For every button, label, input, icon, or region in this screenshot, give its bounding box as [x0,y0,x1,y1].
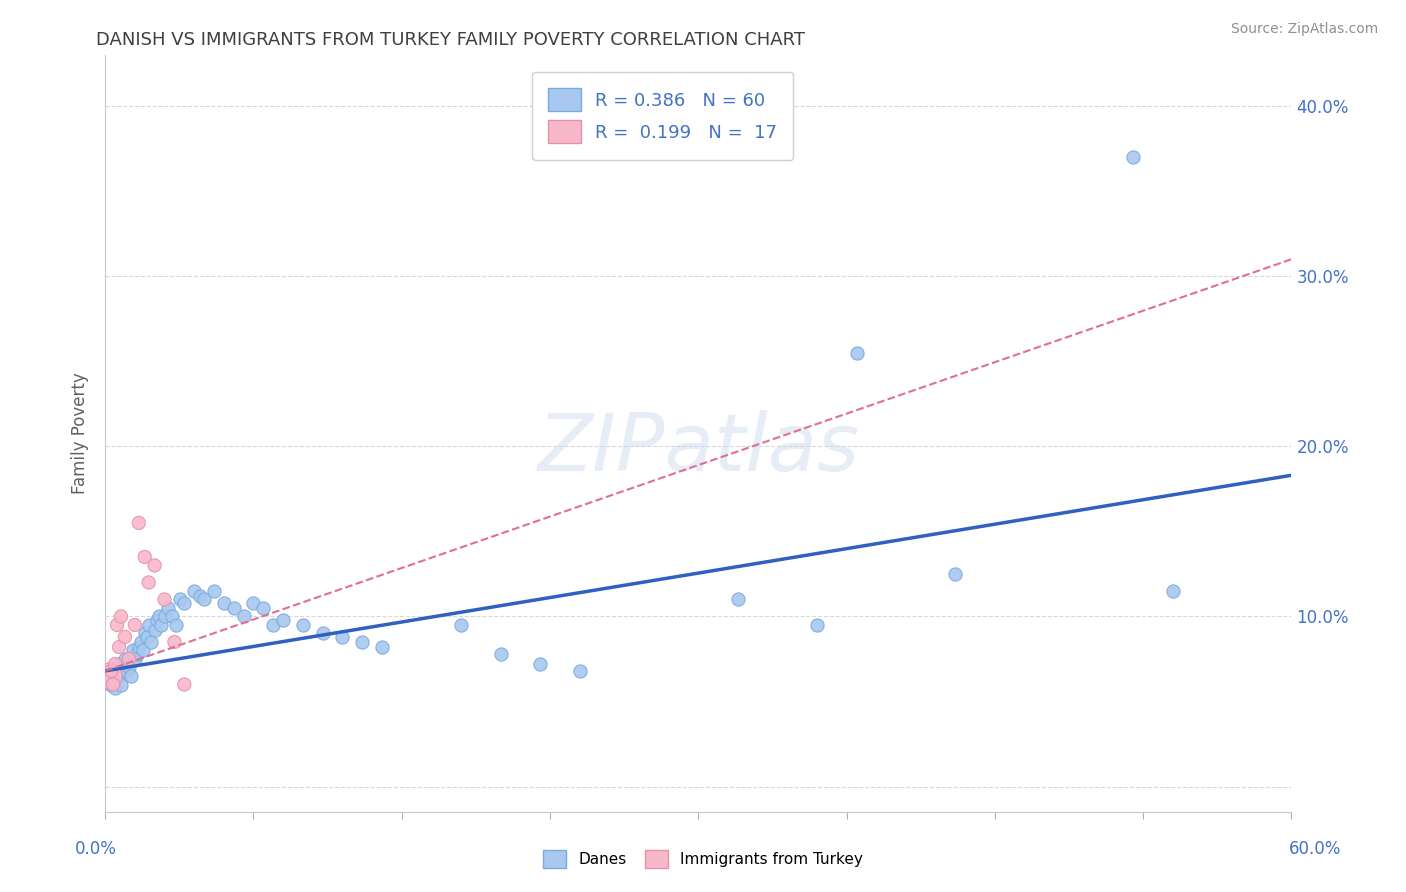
Point [149,618,172,632]
Point [118,652,141,666]
Point [104,660,127,674]
Point [124,652,146,666]
Point [104,681,127,695]
Point [312,626,335,640]
Point [153,592,176,607]
Point [202,583,225,598]
Text: 60.0%: 60.0% [1288,840,1341,858]
Point [115,664,138,678]
Point [163,635,186,649]
Point [98,674,121,689]
Point [132,643,155,657]
Point [1161,583,1184,598]
Point [153,609,176,624]
Point [271,613,294,627]
Point [165,618,187,632]
Point [232,609,254,624]
Point [173,677,195,691]
Point [450,618,472,632]
Point [143,623,166,637]
Point [120,669,142,683]
Legend: R = 0.386   N = 60, R =  0.199   N =  17: R = 0.386 N = 60, R = 0.199 N = 17 [531,71,793,160]
Point [105,664,128,678]
Point [111,664,134,678]
Point [262,618,284,632]
Point [148,609,170,624]
Text: ZIPatlas: ZIPatlas [537,409,859,488]
Point [122,643,145,657]
Point [1122,150,1144,164]
Point [135,630,157,644]
Point [222,601,245,615]
Point [139,635,162,649]
Point [183,583,205,598]
Point [806,618,828,632]
Point [188,589,211,603]
Point [845,346,868,360]
Point [105,618,128,632]
Point [100,677,122,691]
Point [242,596,264,610]
Point [157,601,180,615]
Point [134,549,156,564]
Point [124,618,146,632]
Y-axis label: Family Poverty: Family Poverty [72,373,89,494]
Point [101,677,124,691]
Point [173,596,195,610]
Point [529,657,551,671]
Point [568,664,591,678]
Point [110,677,132,691]
Point [114,652,136,666]
Point [162,609,184,624]
Point [100,664,122,678]
Point [134,626,156,640]
Point [352,635,374,649]
Point [169,592,191,607]
Point [138,575,160,590]
Text: DANISH VS IMMIGRANTS FROM TURKEY FAMILY POVERTY CORRELATION CHART: DANISH VS IMMIGRANTS FROM TURKEY FAMILY … [96,31,804,49]
Point [193,592,215,607]
Point [108,669,131,683]
Text: 0.0%: 0.0% [75,840,117,858]
Legend: Danes, Immigrants from Turkey: Danes, Immigrants from Turkey [537,844,869,873]
Point [101,673,124,687]
Point [943,566,966,581]
Point [114,657,136,671]
Point [128,516,150,530]
Point [143,558,166,573]
Point [110,609,132,624]
Point [138,618,160,632]
Point [145,613,167,627]
Point [212,596,235,610]
Text: Source: ZipAtlas.com: Source: ZipAtlas.com [1230,22,1378,37]
Point [332,630,354,644]
Point [96,669,118,683]
Point [128,640,150,654]
Point [371,640,394,654]
Point [291,618,314,632]
Point [108,657,131,671]
Point [727,592,749,607]
Point [129,635,152,649]
Point [252,601,274,615]
Point [125,647,148,661]
Point [108,640,131,654]
Point [104,657,127,671]
Point [98,669,121,683]
Point [489,647,512,661]
Point [118,660,141,674]
Point [114,630,136,644]
